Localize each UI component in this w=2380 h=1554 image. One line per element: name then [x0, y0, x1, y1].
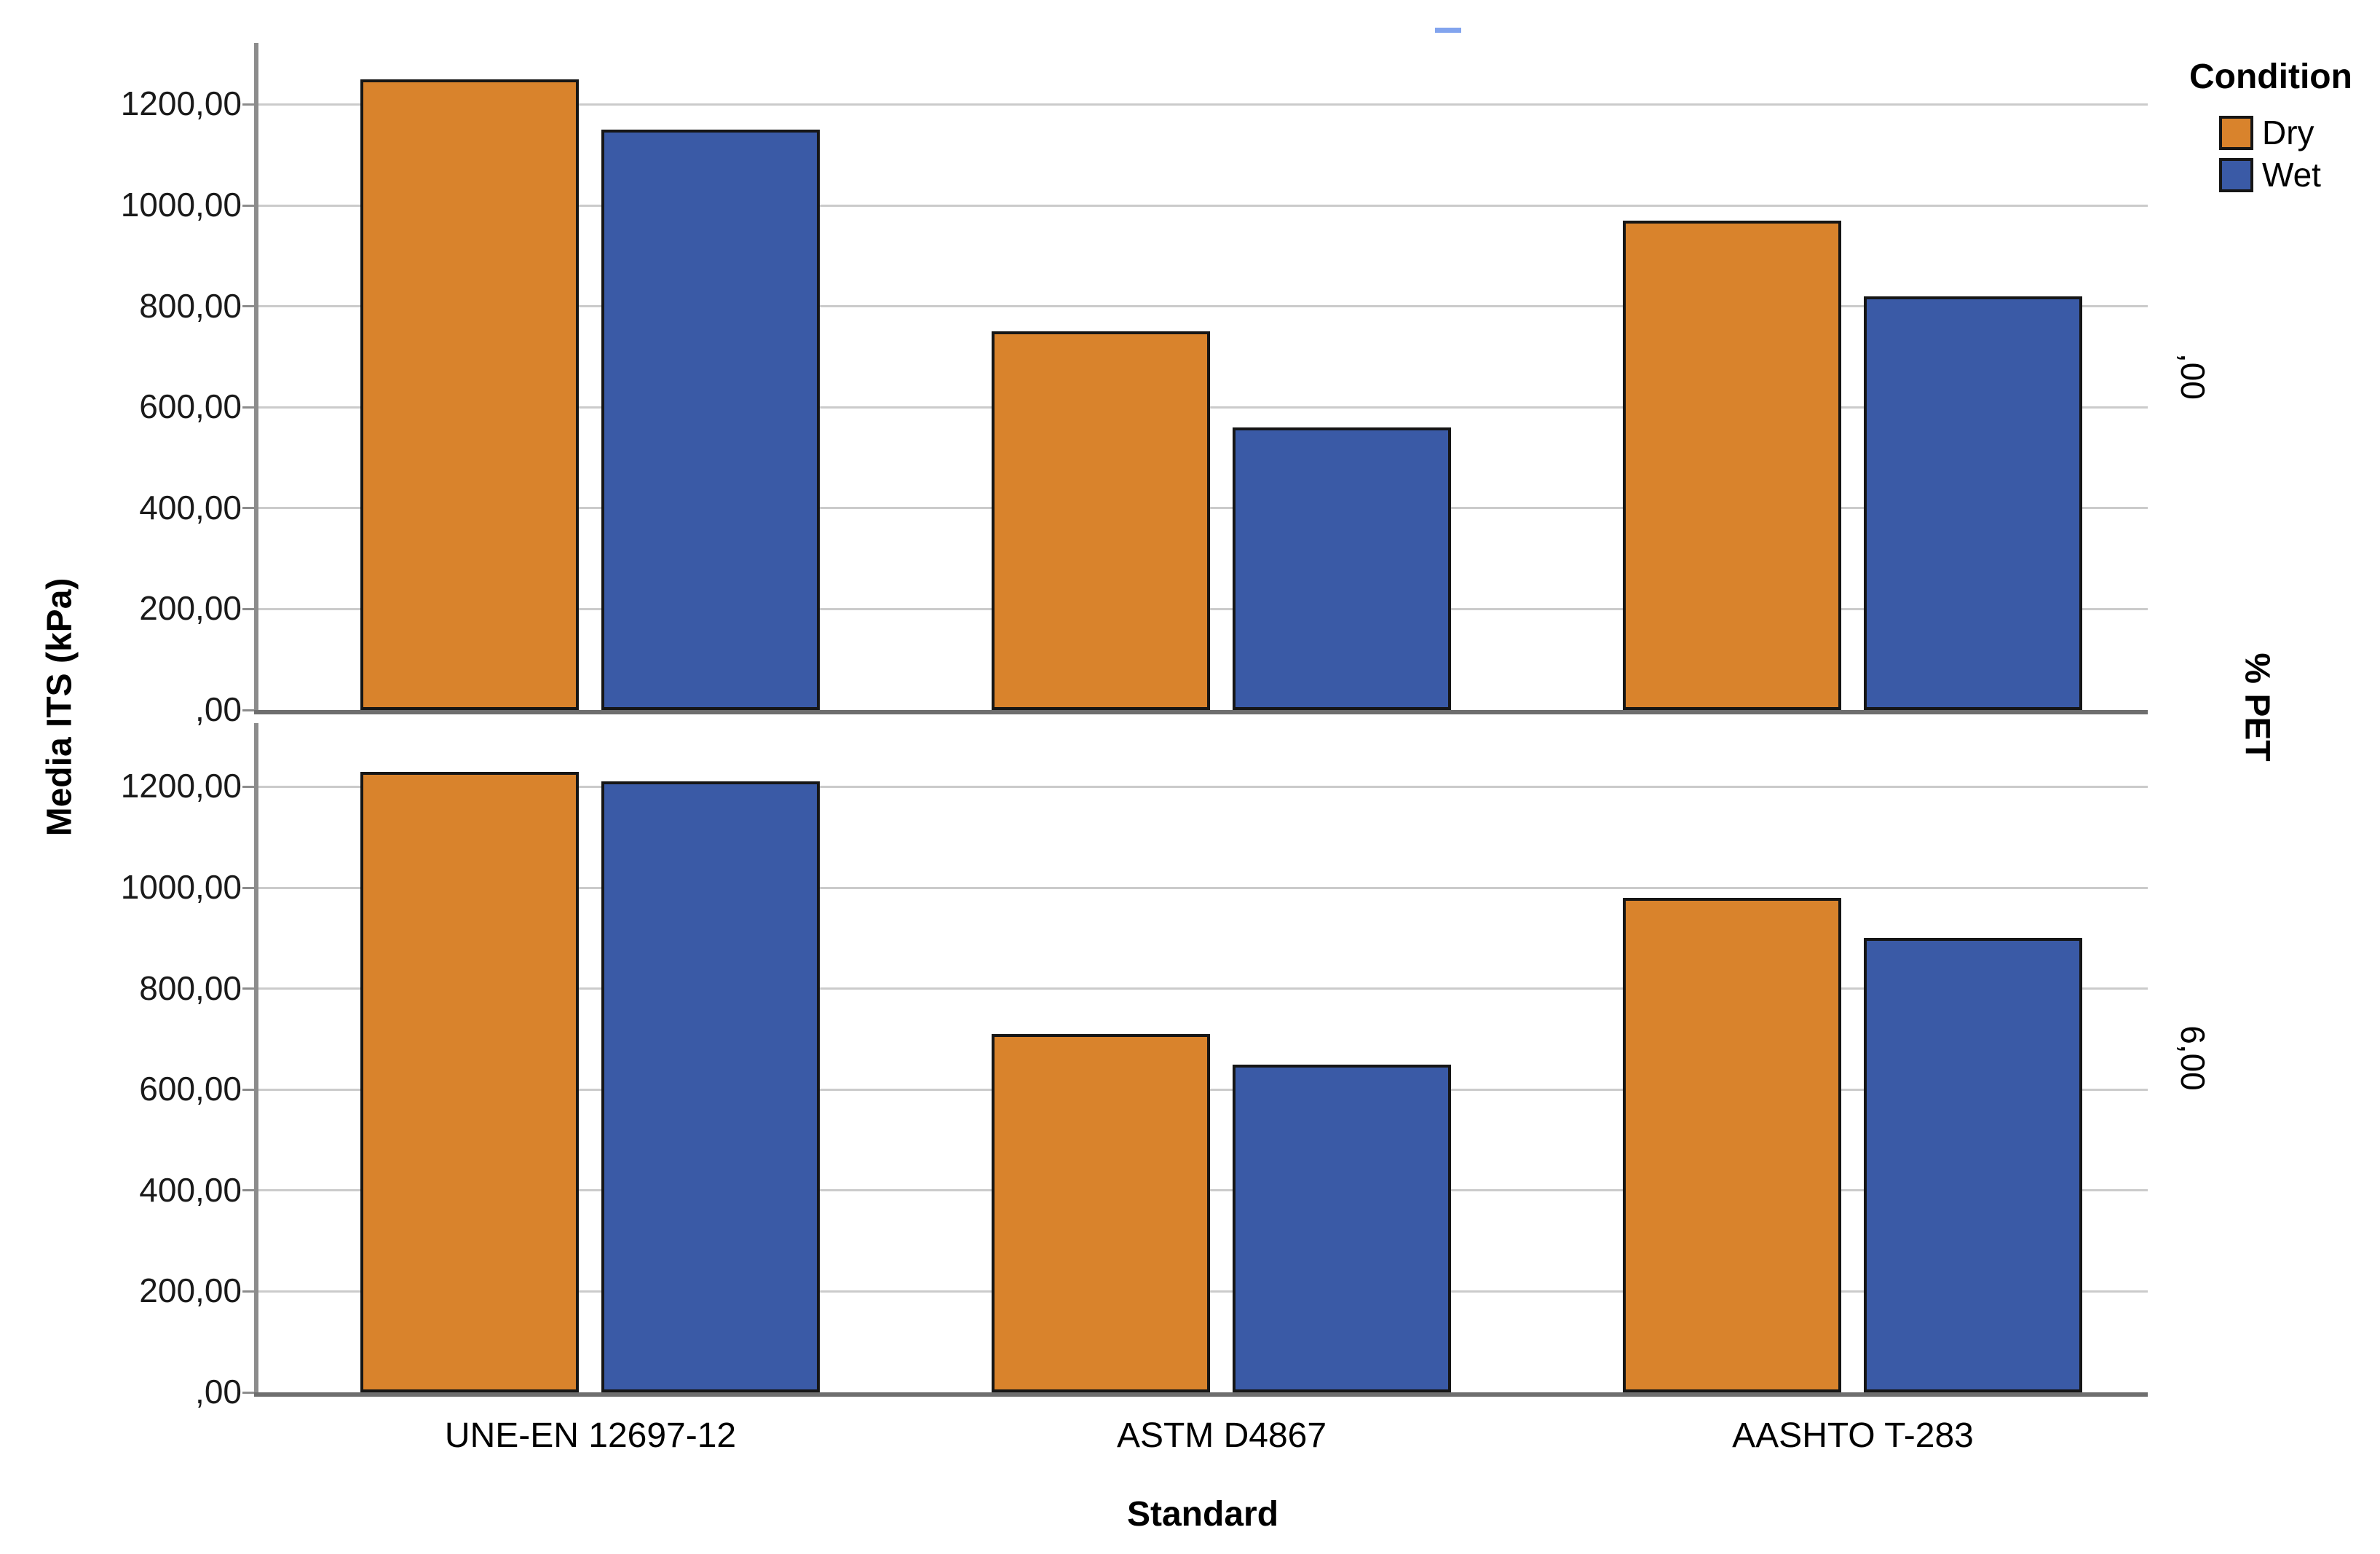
- bar-wet-une-en-12697-12: [601, 781, 820, 1392]
- bar-wet-astm-d4867: [1233, 1065, 1451, 1392]
- facet-label: 6,00: [2174, 1025, 2212, 1091]
- x-axis-title: Standard: [1126, 1495, 1279, 1534]
- facet-axis-title: % PET: [2237, 652, 2277, 762]
- y-tick-label: 400,00: [139, 1170, 242, 1209]
- legend-label: Dry: [2262, 114, 2314, 151]
- bar-wet-une-en-12697-12: [601, 130, 820, 710]
- y-tick: [242, 987, 254, 990]
- legend-item-dry: Dry: [2219, 111, 2352, 154]
- y-tick: [242, 886, 254, 889]
- y-tick-label: ,00: [195, 1372, 242, 1411]
- y-tick: [242, 507, 254, 510]
- x-category-label: AASHTO T-283: [1732, 1416, 1974, 1455]
- x-category-label: UNE-EN 12697-12: [444, 1416, 737, 1455]
- x-category-label: ASTM D4867: [1116, 1416, 1327, 1455]
- x-axis-line: [254, 710, 2148, 714]
- bar-dry-astm-d4867: [992, 331, 1210, 710]
- y-tick: [242, 1189, 254, 1192]
- y-tick: [242, 1290, 254, 1293]
- bar-dry-astm-d4867: [992, 1034, 1210, 1392]
- facet-label: ,00: [2174, 353, 2212, 400]
- legend-swatch-wet: [2219, 157, 2253, 192]
- y-tick-label: ,00: [195, 690, 242, 728]
- gridline: [254, 103, 2148, 106]
- y-tick: [242, 406, 254, 409]
- y-tick-label: 600,00: [139, 387, 242, 426]
- bar-dry-une-en-12697-12: [360, 772, 579, 1392]
- bar-dry-aashto-t-283: [1623, 221, 1841, 710]
- y-tick-label: 800,00: [139, 286, 242, 325]
- bar-wet-aashto-t-283: [1864, 938, 2082, 1392]
- gridline: [254, 987, 2148, 990]
- y-axis-line: [254, 723, 258, 1397]
- gridline: [254, 785, 2148, 788]
- legend-label: Wet: [2262, 156, 2321, 194]
- y-tick-label: 400,00: [139, 488, 242, 526]
- bar-dry-aashto-t-283: [1623, 898, 1841, 1392]
- y-tick: [242, 709, 254, 711]
- y-tick-label: 1200,00: [120, 84, 242, 123]
- y-tick-label: 1000,00: [120, 867, 242, 906]
- y-axis-line: [254, 43, 258, 714]
- legend-item-wet: Wet: [2219, 154, 2352, 196]
- y-axis-title: Media ITS (kPa): [40, 577, 79, 837]
- y-tick: [242, 204, 254, 207]
- bar-dry-une-en-12697-12: [360, 79, 579, 710]
- blue-dash-artifact: [1435, 28, 1461, 33]
- y-tick: [242, 1088, 254, 1091]
- y-tick-label: 600,00: [139, 1070, 242, 1108]
- legend: Condition Dry Wet: [2189, 57, 2352, 196]
- bar-wet-aashto-t-283: [1864, 296, 2082, 710]
- y-tick-label: 1000,00: [120, 185, 242, 224]
- y-tick: [242, 103, 254, 106]
- bar-wet-astm-d4867: [1233, 427, 1451, 710]
- y-tick-label: 1200,00: [120, 767, 242, 805]
- legend-items: Dry Wet: [2219, 111, 2352, 196]
- legend-title: Condition: [2189, 58, 2352, 96]
- gridline: [254, 305, 2148, 308]
- y-tick: [242, 305, 254, 308]
- legend-swatch-dry: [2219, 115, 2253, 150]
- gridline: [254, 204, 2148, 207]
- y-tick-label: 200,00: [139, 1271, 242, 1310]
- y-tick-label: 800,00: [139, 969, 242, 1007]
- y-tick: [242, 1391, 254, 1394]
- y-tick: [242, 785, 254, 788]
- x-axis-line: [254, 1392, 2148, 1397]
- gridline: [254, 886, 2148, 889]
- y-tick-label: 200,00: [139, 589, 242, 628]
- y-tick: [242, 607, 254, 610]
